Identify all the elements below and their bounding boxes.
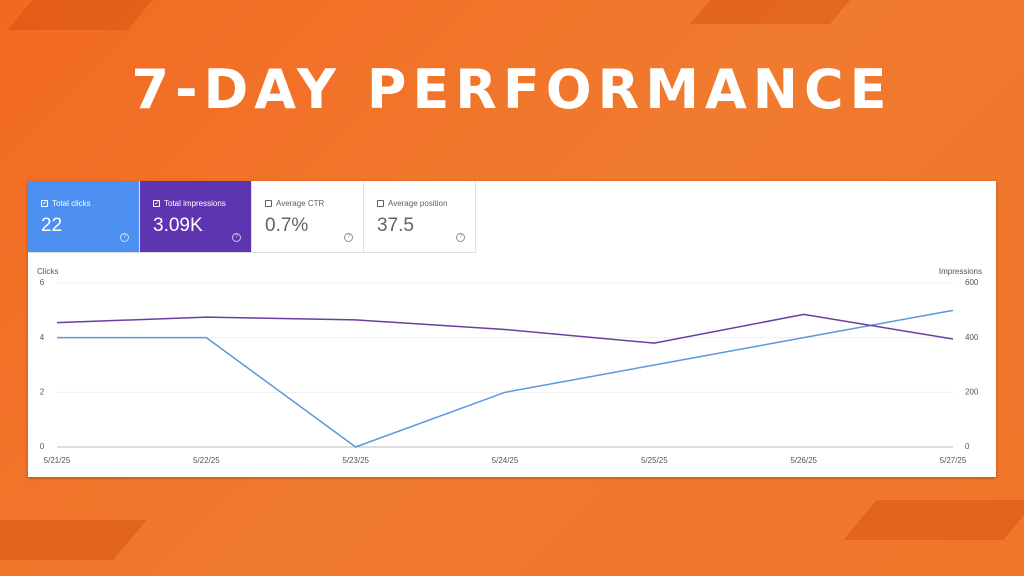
metric-label-row: Average position	[377, 199, 447, 208]
performance-panel: ✓ Total clicks 22? ✓ Total impressions 3.09K?…	[28, 181, 996, 477]
x-tick-label: 5/25/25	[641, 456, 668, 465]
metric-label: Total clicks	[52, 199, 91, 208]
metric-value: 22	[41, 215, 63, 236]
metric-cards: ✓ Total clicks 22? ✓ Total impressions 3.09K?…	[28, 181, 476, 253]
decoration	[7, 0, 153, 30]
y2-tick-label: 400	[965, 333, 979, 342]
metric-label-row: Average CTR	[265, 199, 324, 208]
y-tick-label: 4	[40, 333, 45, 342]
checkbox[interactable]: ✓	[153, 200, 160, 207]
y-tick-label: 0	[40, 442, 45, 451]
metric-label: Total impressions	[164, 199, 226, 208]
metric-card[interactable]: ✓ Total impressions 3.09K?	[140, 181, 252, 253]
metric-label-row: ✓ Total clicks	[41, 199, 91, 208]
series-line	[56, 313, 954, 344]
metric-card[interactable]: ✓ Total clicks 22?	[28, 181, 140, 253]
metric-value: 3.09K	[153, 215, 203, 236]
metric-card[interactable]: Average CTR 0.7%?	[252, 181, 364, 253]
y2-tick-label: 0	[965, 442, 970, 451]
metric-label-row: ✓ Total impressions	[153, 199, 226, 208]
x-tick-label: 5/24/25	[492, 456, 519, 465]
x-tick-label: 5/27/25	[940, 456, 967, 465]
help-icon[interactable]: ?	[120, 233, 129, 242]
metric-card[interactable]: Average position 37.5?	[364, 181, 476, 253]
checkbox[interactable]	[265, 200, 272, 207]
x-tick-label: 5/22/25	[193, 456, 220, 465]
decoration	[843, 500, 1024, 540]
x-tick-label: 5/23/25	[342, 456, 369, 465]
y2-tick-label: 600	[965, 278, 979, 287]
x-tick-label: 5/21/25	[44, 456, 71, 465]
y-axis-title: Clicks	[37, 267, 58, 276]
y-tick-label: 2	[40, 387, 45, 396]
metric-value: 37.5	[377, 215, 414, 236]
metric-label: Average position	[388, 199, 448, 208]
y2-axis-title: Impressions	[939, 267, 982, 276]
metric-value: 0.7%	[265, 215, 309, 236]
page-title: 7-DAY PERFORMANCE	[131, 58, 893, 121]
checkbox[interactable]: ✓	[41, 200, 48, 207]
help-icon[interactable]: ?	[344, 233, 353, 242]
y2-tick-label: 200	[965, 387, 979, 396]
checkbox[interactable]	[377, 200, 384, 207]
decoration	[0, 520, 147, 560]
chart: Clicks Impressions 0 2 4 6 0 200 400 600 5/21/25…	[37, 267, 982, 465]
metric-label: Average CTR	[276, 199, 325, 208]
help-icon[interactable]: ?	[232, 233, 241, 242]
series-line	[57, 309, 954, 448]
help-icon[interactable]: ?	[456, 233, 465, 242]
y-tick-label: 6	[40, 278, 45, 287]
decoration	[689, 0, 851, 24]
x-tick-label: 5/26/25	[790, 456, 817, 465]
